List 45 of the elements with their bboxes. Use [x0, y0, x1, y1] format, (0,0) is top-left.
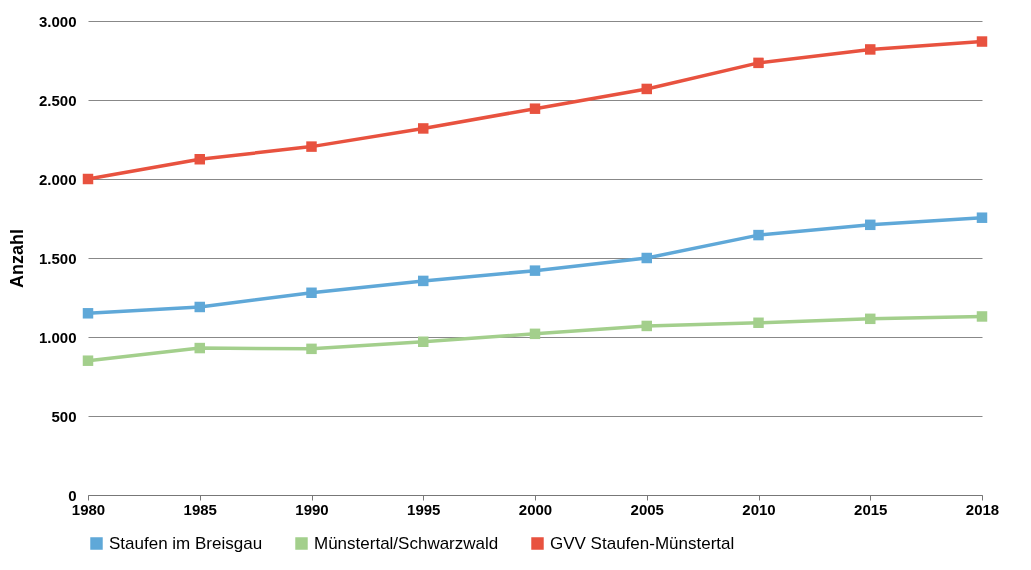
x-tick-label: 2005 — [630, 500, 664, 518]
legend-label: Staufen im Breisgau — [109, 533, 263, 553]
point — [976, 36, 988, 47]
y-tick-label: 500 — [51, 407, 77, 425]
point — [753, 317, 764, 329]
point — [418, 275, 429, 287]
point — [976, 311, 988, 322]
legend-label: Münstertal/Schwarzwald — [314, 533, 499, 553]
point — [418, 336, 429, 347]
point — [82, 308, 94, 319]
point — [82, 355, 94, 366]
point — [976, 212, 988, 223]
point — [865, 219, 876, 231]
y-axis-title: Anzahl — [6, 228, 27, 289]
point — [194, 342, 205, 354]
legend-label: GVV Staufen-Münstertal — [550, 533, 735, 553]
y-tick-label: 3.000 — [38, 12, 77, 30]
point — [82, 173, 94, 185]
x-tick-label: 2018 — [965, 500, 1000, 518]
point — [529, 103, 541, 114]
point — [194, 154, 205, 165]
y-tick-label: 2.000 — [38, 170, 77, 188]
x-tick-label: 1995 — [407, 500, 441, 518]
x-tick-label: 2010 — [742, 500, 776, 518]
point — [306, 141, 317, 152]
point — [306, 287, 317, 298]
point — [641, 320, 652, 332]
point — [306, 343, 317, 355]
point — [194, 301, 205, 313]
y-tick-label: 1.000 — [38, 328, 77, 346]
y-tick-label: 2.500 — [38, 91, 77, 109]
point — [529, 328, 541, 340]
point — [418, 123, 429, 134]
point — [641, 252, 652, 264]
point — [865, 44, 876, 55]
x-tick-label: 1990 — [295, 500, 329, 518]
x-tick-label: 2000 — [518, 500, 553, 518]
point — [529, 265, 541, 276]
y-tick-label: 1.500 — [38, 249, 77, 267]
point — [641, 83, 652, 95]
x-tick-label: 1985 — [183, 500, 217, 518]
point — [753, 229, 764, 241]
point — [865, 313, 876, 325]
point — [753, 57, 764, 69]
x-tick-label: 2015 — [854, 500, 888, 518]
